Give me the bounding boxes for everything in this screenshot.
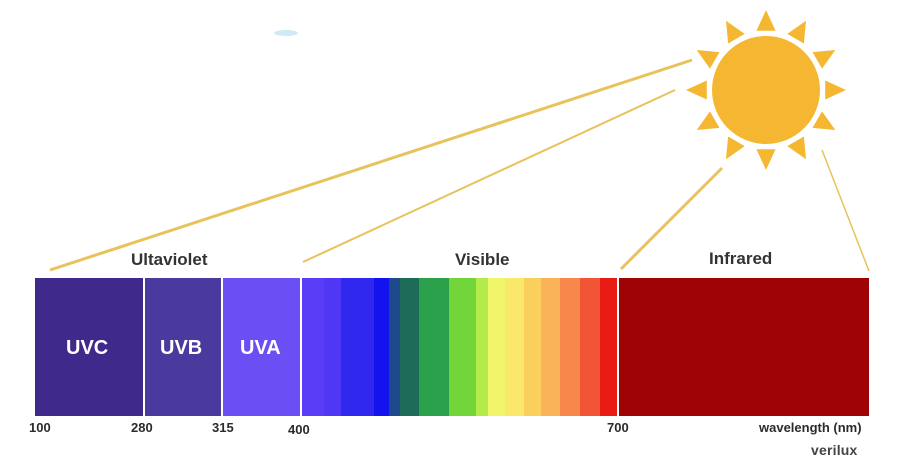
sun-spike bbox=[787, 136, 806, 160]
tick-label-280: 280 bbox=[131, 420, 153, 435]
section-title-ultraviolet: Ultaviolet bbox=[131, 250, 208, 269]
sun-spike bbox=[812, 50, 836, 69]
tick-label-400: 400 bbox=[288, 422, 310, 437]
spectrum-bar bbox=[35, 278, 869, 416]
brand-logo-verilux: verilux bbox=[811, 442, 858, 458]
visible-stripe bbox=[524, 278, 542, 416]
visible-stripe bbox=[488, 278, 506, 416]
visible-stripe bbox=[419, 278, 450, 416]
sun-spike bbox=[726, 136, 745, 160]
sun-spike bbox=[756, 149, 776, 170]
band-label-uva: UVA bbox=[240, 337, 281, 359]
axis-label-wavelength: wavelength (nm) bbox=[759, 420, 862, 435]
visible-stripe bbox=[580, 278, 601, 416]
visible-stripe bbox=[341, 278, 375, 416]
sun-rays bbox=[49, 58, 870, 272]
sun-spike bbox=[726, 20, 745, 44]
ray-infrared-left bbox=[619, 166, 724, 271]
visible-stripe bbox=[560, 278, 581, 416]
band-uvb bbox=[145, 278, 221, 416]
sun-spike bbox=[696, 111, 720, 130]
tick-label-100: 100 bbox=[29, 420, 51, 435]
visible-stripe bbox=[302, 278, 325, 416]
sun-spike bbox=[756, 10, 776, 31]
band-infrared bbox=[619, 278, 869, 416]
sun-spike bbox=[696, 50, 720, 69]
visible-stripe bbox=[505, 278, 525, 416]
sun-disc bbox=[712, 36, 820, 144]
visible-stripe bbox=[449, 278, 477, 416]
visible-stripe bbox=[476, 278, 489, 416]
band-label-uvc: UVC bbox=[66, 337, 109, 359]
visible-stripe bbox=[541, 278, 561, 416]
tick-label-315: 315 bbox=[212, 420, 234, 435]
section-title-visible: Visible bbox=[455, 250, 510, 269]
visible-stripe bbox=[400, 278, 420, 416]
decor-mark bbox=[274, 30, 298, 36]
band-visible bbox=[302, 278, 619, 416]
tick-label-700: 700 bbox=[607, 420, 629, 435]
band-uva bbox=[223, 278, 300, 416]
visible-stripe bbox=[600, 278, 619, 416]
visible-stripe bbox=[324, 278, 342, 416]
sun-spike bbox=[787, 20, 806, 44]
visible-stripe bbox=[389, 278, 401, 416]
ray-visible bbox=[302, 89, 676, 263]
sun-icon bbox=[686, 10, 846, 170]
band-label-uvb: UVB bbox=[160, 337, 203, 359]
ray-ultraviolet bbox=[49, 58, 693, 272]
ray-infrared-right bbox=[821, 149, 870, 272]
sun-spike bbox=[825, 80, 846, 100]
sun-spike bbox=[812, 111, 836, 130]
band-uvc bbox=[35, 278, 143, 416]
visible-stripe bbox=[374, 278, 390, 416]
section-title-infrared: Infrared bbox=[709, 249, 773, 268]
sun-spike bbox=[686, 80, 707, 100]
